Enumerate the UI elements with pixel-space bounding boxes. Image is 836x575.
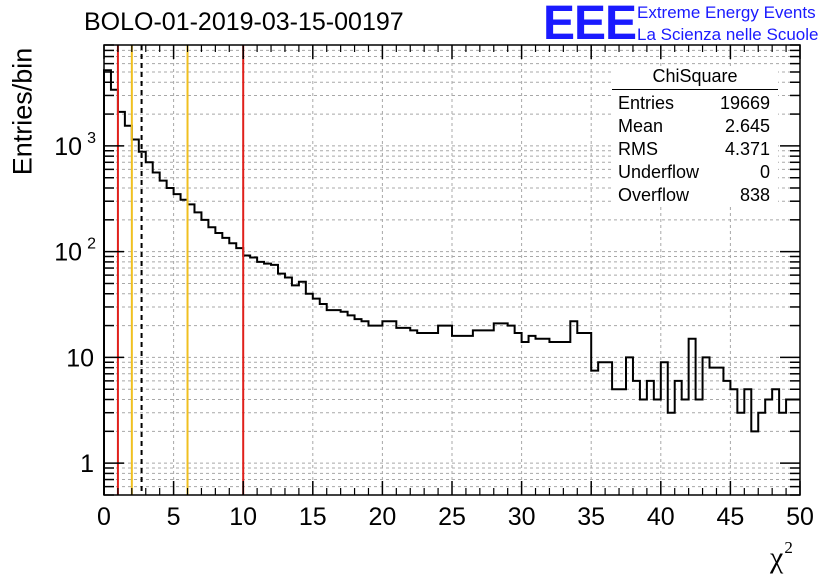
stats-value: 2.645 (724, 116, 770, 136)
x-tick-label: 35 (577, 503, 605, 531)
stats-row: Underflow 0 (612, 161, 778, 184)
histogram-series (103, 69, 800, 495)
stats-row: Mean 2.645 (612, 115, 778, 138)
y-tick-exponent: 3 (87, 130, 96, 147)
eee-logo-mark: EEE (543, 0, 637, 50)
x-tick-label: 20 (368, 503, 396, 531)
x-tick-label: 40 (647, 503, 675, 531)
threshold-lines (116, 45, 245, 495)
grid-lines (104, 45, 800, 495)
stats-label: Entries (618, 93, 675, 113)
y-tick-exponent: 2 (87, 236, 96, 253)
stats-row: Overflow 838 (612, 184, 778, 207)
y-tick-label: 1 (80, 450, 94, 478)
x-tick-label: 0 (97, 503, 111, 531)
logo-line-2: La Scienza nelle Scuole (637, 25, 819, 44)
stats-label: Overflow (618, 185, 690, 205)
x-tick-label: 5 (167, 503, 181, 531)
x-tick-label: 10 (229, 503, 257, 531)
stats-label: RMS (618, 139, 658, 159)
eee-logo-text: Extreme Energy Events La Scienza nelle S… (637, 2, 818, 46)
logo-line-1: Extreme Energy Events (637, 3, 816, 22)
x-axis-label: χ2 (770, 538, 793, 575)
x-tick-label: 50 (786, 503, 814, 531)
chart-title: BOLO-01-2019-03-15-00197 (84, 8, 404, 36)
stats-label: Mean (618, 116, 664, 136)
stats-value: 0 (759, 162, 770, 182)
histogram-line (103, 69, 800, 495)
stats-row: Entries 19669 (612, 92, 778, 115)
x-tick-label: 30 (508, 503, 536, 531)
x-tick-label: 15 (299, 503, 327, 531)
stats-title: ChiSquare (612, 66, 778, 90)
x-axis-ticks: 0 5 10 15 20 25 30 35 40 45 50 (97, 45, 814, 531)
y-tick-label: 10 (54, 133, 82, 161)
x-tick-label: 45 (716, 503, 744, 531)
stats-value: 4.371 (724, 139, 770, 159)
stats-label: Underflow (618, 162, 700, 182)
y-axis-label: Entries/bin (7, 47, 38, 176)
y-axis-ticks: 1 10 10 2 10 3 (54, 44, 800, 496)
stats-row: RMS 4.371 (612, 138, 778, 161)
y-tick-label: 10 (66, 344, 94, 372)
x-axis-label-exp: 2 (784, 538, 793, 557)
y-tick-label: 10 (54, 239, 82, 267)
x-tick-label: 25 (438, 503, 466, 531)
x-axis-label-x: χ (770, 541, 784, 574)
stats-box: ChiSquare Entries 19669 Mean 2.645 RMS 4… (612, 66, 778, 207)
stats-value: 838 (739, 185, 770, 205)
stats-value: 19669 (719, 93, 770, 113)
